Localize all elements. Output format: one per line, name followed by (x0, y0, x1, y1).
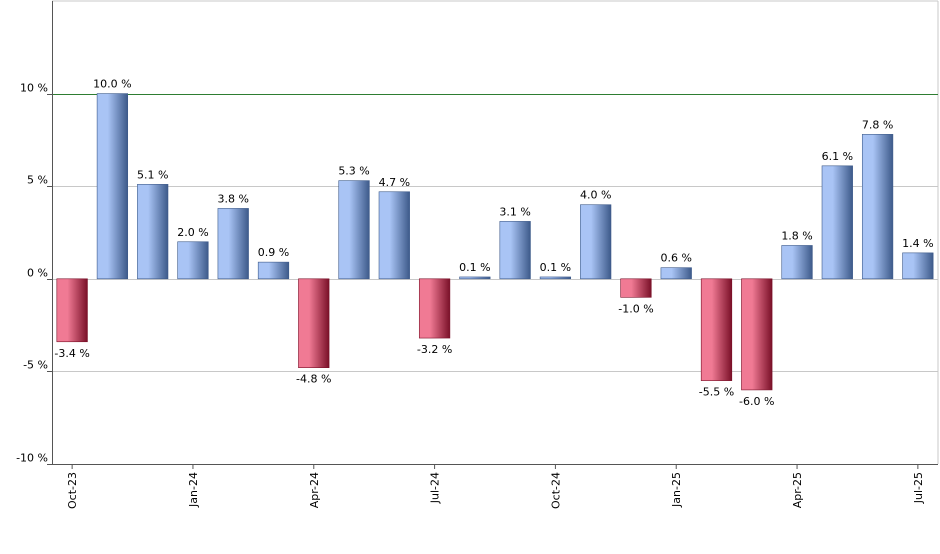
y-tick-label: 5 % (27, 174, 48, 187)
axes: 10 % 5 % 0 % -5 % -10 % Oct-23 Jan-24 Apr-24 Jul… (16, 1, 938, 509)
bar-value-label: 5.1 % (137, 168, 168, 181)
bar (96, 93, 129, 280)
x-tick-label: Oct-24 (549, 472, 562, 509)
y-tick-label: 0 % (27, 267, 48, 280)
bar-value-label: 2.0 % (177, 226, 208, 239)
bar-value-label: 0.1 % (459, 261, 490, 274)
bar (257, 261, 290, 280)
bar (700, 278, 733, 381)
bar (781, 245, 813, 280)
x-tick-label: Jul-24 (429, 472, 442, 504)
bar (902, 252, 934, 280)
bar-value-label: 3.1 % (499, 205, 530, 218)
bar (137, 184, 169, 280)
bar-value-label: -4.8 % (296, 373, 331, 386)
bar-value-label: 4.7 % (379, 176, 410, 189)
bar-value-label: -3.4 % (54, 347, 89, 360)
bar-value-label: 4.0 % (580, 189, 611, 202)
y-tick-label: 10 % (20, 82, 48, 95)
bar-value-label: 1.4 % (902, 237, 933, 250)
x-tick-label: Apr-24 (308, 472, 321, 508)
bar (177, 241, 209, 280)
x-tick-label: Oct-23 (66, 472, 79, 509)
bar (580, 204, 612, 280)
bar (459, 276, 491, 280)
bar-value-label: 0.6 % (661, 252, 692, 265)
bar-value-label: -6.0 % (739, 395, 774, 408)
data-labels: -3.4 % 10.0 % 5.1 % 2.0 % 3.8 % 0.9 % -4.8 % 5.… (54, 78, 933, 408)
bar-value-label: -5.5 % (699, 386, 734, 399)
y-tick-label: -5 % (23, 359, 48, 372)
bar-value-label: 1.8 % (781, 229, 812, 242)
bar (660, 267, 692, 280)
bar (620, 278, 652, 298)
bar (217, 208, 249, 280)
y-tick-label: -10 % (16, 452, 48, 465)
bar (298, 278, 330, 368)
bar-value-label: 0.1 % (540, 261, 571, 274)
bar (741, 278, 773, 391)
x-tick-label: Jul-25 (912, 472, 925, 504)
x-tick-label: Apr-25 (791, 472, 804, 508)
bar-value-label: 6.1 % (822, 150, 853, 163)
bar (56, 278, 88, 343)
bar-value-label: 7.8 % (862, 118, 893, 131)
bar-value-label: 10.0 % (93, 78, 131, 91)
x-tick-label: Jan-25 (670, 472, 683, 508)
bar (539, 276, 572, 280)
bar (861, 134, 894, 280)
bar (338, 180, 370, 280)
bar-value-label: 5.3 % (338, 165, 369, 178)
bars (56, 93, 934, 391)
bar (378, 191, 410, 280)
bar-value-label: 0.9 % (258, 246, 289, 259)
bar (499, 221, 531, 280)
x-tick-label: Jan-24 (187, 472, 200, 508)
bar-value-label: 3.8 % (218, 192, 249, 205)
bar-value-label: -3.2 % (417, 343, 452, 356)
bar (418, 278, 451, 339)
bar (821, 165, 853, 280)
bar-value-label: -1.0 % (618, 302, 653, 315)
